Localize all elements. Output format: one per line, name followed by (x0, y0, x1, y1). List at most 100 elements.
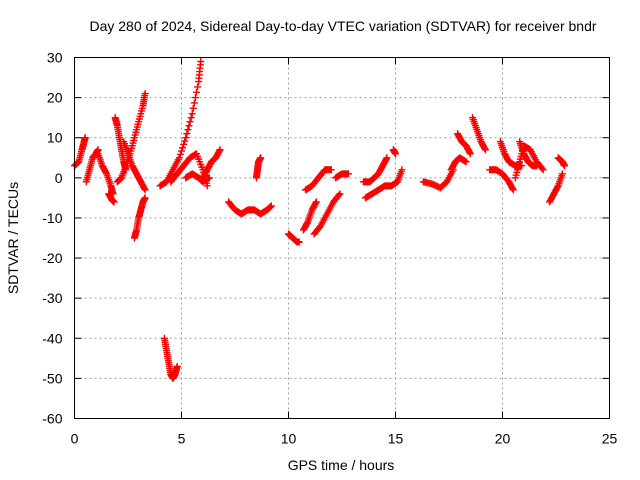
data-point (553, 183, 561, 191)
data-point (382, 155, 390, 163)
series-arc11 (182, 170, 213, 186)
y-tick-label: -40 (42, 330, 62, 346)
data-point (481, 146, 489, 154)
data-point (216, 146, 224, 154)
data-point (383, 154, 391, 162)
series-arc4 (105, 190, 118, 206)
data-point (141, 194, 149, 202)
series-arc25 (447, 154, 470, 174)
series-arc15 (252, 154, 265, 182)
series-arc13 (160, 334, 181, 382)
data-point (481, 144, 489, 152)
series-arc20 (332, 170, 352, 182)
y-axis-label: SDTVAR / TECUs (5, 182, 21, 294)
data-point (175, 154, 183, 162)
y-tick-label: -10 (42, 210, 62, 226)
series-arc10 (167, 150, 211, 190)
data-point (533, 162, 541, 170)
data-point (110, 198, 118, 206)
data-point (312, 198, 320, 206)
data-point (538, 164, 546, 172)
data-point (190, 99, 198, 107)
x-tick-labels: 0 5 10 15 20 25 (71, 431, 618, 447)
data-point (141, 90, 149, 98)
data-points (71, 58, 569, 382)
data-point (183, 130, 191, 138)
data-point (466, 150, 474, 158)
series-arc32 (546, 170, 566, 206)
x-tick-label: 25 (602, 431, 618, 447)
x-tick-label: 20 (495, 431, 511, 447)
data-point (509, 186, 517, 194)
data-point (178, 147, 185, 155)
data-point (295, 238, 303, 246)
y-tick-label: 20 (47, 90, 63, 106)
data-point (180, 140, 188, 148)
data-point (184, 126, 192, 134)
data-point (182, 134, 190, 142)
data-point (141, 186, 149, 194)
x-tick-label: 0 (71, 431, 79, 447)
data-point (191, 94, 199, 102)
data-point (188, 110, 196, 118)
data-point (303, 219, 311, 227)
data-point (179, 144, 187, 152)
series-arc21 (362, 166, 406, 202)
data-point (205, 174, 213, 182)
plot-frame (74, 57, 610, 419)
data-point (267, 202, 275, 210)
x-axis-label: GPS time / hours (288, 457, 395, 473)
series-arc28 (486, 166, 517, 194)
series-arc27 (469, 114, 489, 154)
data-point (508, 185, 516, 193)
series-arc16 (285, 230, 303, 246)
data-point (186, 118, 194, 126)
data-point (187, 114, 195, 122)
x-tick-label: 5 (178, 431, 186, 447)
y-tick-label: 10 (47, 130, 63, 146)
data-point (327, 166, 335, 174)
data-point (257, 154, 265, 162)
data-point (81, 134, 89, 142)
data-point (336, 190, 344, 198)
data-point (466, 148, 474, 156)
data-point (312, 199, 320, 207)
chart-title: Day 280 of 2024, Sidereal Day-to-day VTE… (89, 18, 596, 34)
series-arc9 (156, 58, 205, 190)
y-tick-label: -20 (42, 250, 62, 266)
data-point (192, 88, 200, 96)
series-arc19 (302, 166, 335, 194)
y-tick-labels: -60 -50 -40 -30 -20 -10 0 10 20 30 (42, 50, 62, 427)
data-point (539, 166, 547, 174)
series-arc3 (94, 150, 117, 198)
y-tick-label: -50 (42, 370, 62, 386)
series-arc1 (71, 134, 89, 170)
y-tick-label: -30 (42, 290, 62, 306)
data-point (197, 58, 205, 66)
y-tick-label: 30 (47, 50, 63, 66)
data-point (558, 170, 566, 178)
data-point (140, 185, 148, 193)
series-arc7 (120, 138, 149, 194)
series-arc18 (310, 190, 344, 238)
data-point (215, 147, 223, 155)
series-arc24 (419, 166, 457, 192)
data-point (189, 104, 197, 112)
data-point (194, 83, 202, 91)
grid-lines (74, 57, 610, 419)
y-tick-label: -60 (42, 411, 62, 427)
data-point (185, 122, 193, 130)
data-point (344, 170, 352, 178)
data-point (398, 166, 406, 174)
data-point (392, 150, 399, 158)
series-arc12 (199, 146, 224, 182)
data-point (203, 182, 211, 190)
series-arc23 (389, 146, 399, 158)
data-point (176, 150, 184, 158)
series-arc17 (299, 198, 320, 234)
series-arc26 (454, 130, 474, 158)
y-tick-label: 0 (55, 170, 63, 186)
series-arc14 (225, 198, 275, 218)
data-point (181, 137, 189, 145)
series-arc33 (554, 154, 569, 170)
